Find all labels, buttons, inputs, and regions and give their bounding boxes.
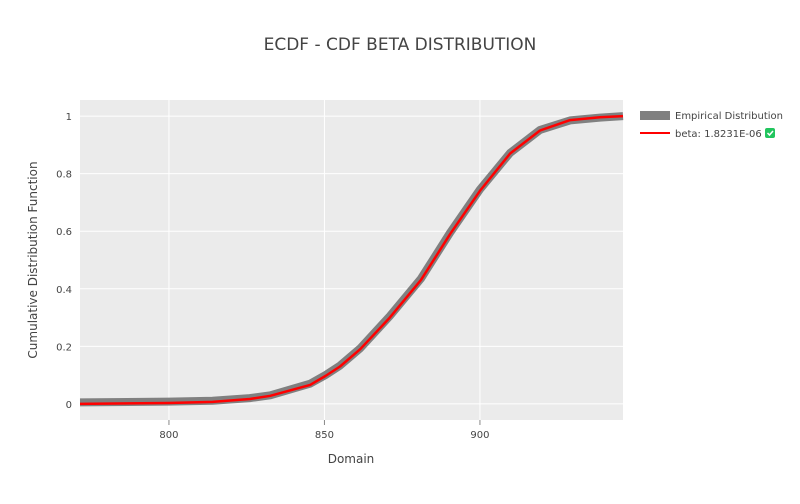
legend-swatch-empirical xyxy=(640,111,670,120)
x-tick-label: 900 xyxy=(470,430,489,441)
ticks: 800 850 900 0 0.2 0.4 0.6 0.8 1 xyxy=(56,112,489,441)
y-tick-label: 0.6 xyxy=(56,227,72,238)
series-line-beta xyxy=(79,114,624,406)
x-tick-label: 800 xyxy=(159,430,178,441)
y-axis-label: Cumulative Distribution Function xyxy=(26,161,40,358)
y-tick-label: 1 xyxy=(66,112,72,123)
y-tick-label: 0.8 xyxy=(56,170,72,181)
legend[interactable]: Empirical Distribution beta: 1.8231E-06 xyxy=(640,111,783,140)
check-icon xyxy=(765,128,775,138)
legend-label-beta[interactable]: beta: 1.8231E-06 xyxy=(675,129,762,140)
x-tick-label: 850 xyxy=(315,430,334,441)
legend-label-empirical[interactable]: Empirical Distribution xyxy=(675,111,783,122)
chart-title: ECDF - CDF BETA DISTRIBUTION xyxy=(264,35,537,55)
series-lines xyxy=(79,112,624,407)
y-tick-label: 0 xyxy=(66,400,72,411)
y-tick-label: 0.4 xyxy=(56,285,72,296)
plot-area[interactable] xyxy=(80,100,623,420)
y-tick-label: 0.2 xyxy=(56,342,72,353)
x-axis-label: Domain xyxy=(328,452,375,466)
